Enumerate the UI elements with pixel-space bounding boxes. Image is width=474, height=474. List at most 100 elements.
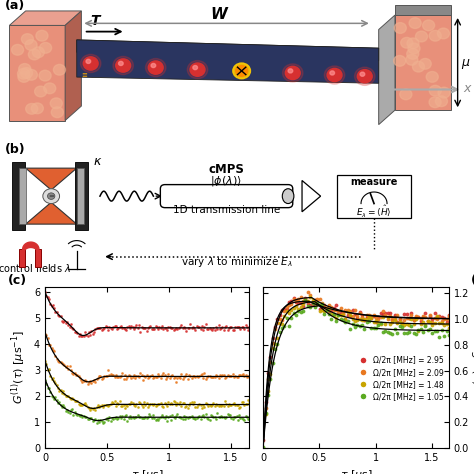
Circle shape xyxy=(86,59,91,64)
Circle shape xyxy=(412,61,425,72)
Polygon shape xyxy=(395,5,451,15)
Text: 1D transmission line: 1D transmission line xyxy=(173,205,280,215)
Text: μ: μ xyxy=(461,56,469,69)
Circle shape xyxy=(422,20,435,31)
Circle shape xyxy=(408,43,420,54)
Circle shape xyxy=(11,45,24,55)
FancyBboxPatch shape xyxy=(18,168,26,224)
Circle shape xyxy=(39,43,52,53)
Circle shape xyxy=(187,61,208,79)
Text: =: = xyxy=(48,193,54,199)
Circle shape xyxy=(426,72,438,82)
Text: x: x xyxy=(464,82,471,95)
Text: ≡: ≡ xyxy=(82,72,88,78)
Y-axis label: $g^{(2)}(\tau)$: $g^{(2)}(\tau)$ xyxy=(467,350,474,385)
Legend: Ω/2π [MHz] = 2.95, Ω/2π [MHz] = 2.09, Ω/2π [MHz] = 1.48, Ω/2π [MHz] = 1.05: Ω/2π [MHz] = 2.95, Ω/2π [MHz] = 2.09, Ω/… xyxy=(353,353,447,404)
Circle shape xyxy=(236,65,248,76)
Circle shape xyxy=(31,103,43,114)
Circle shape xyxy=(407,48,419,59)
FancyBboxPatch shape xyxy=(160,184,293,208)
Polygon shape xyxy=(65,11,82,120)
Circle shape xyxy=(83,57,98,70)
Circle shape xyxy=(407,38,419,49)
Circle shape xyxy=(415,31,428,42)
Circle shape xyxy=(429,85,441,96)
Circle shape xyxy=(28,49,40,60)
Circle shape xyxy=(355,67,375,85)
Circle shape xyxy=(44,83,56,94)
Polygon shape xyxy=(77,40,379,61)
Circle shape xyxy=(357,70,372,83)
Circle shape xyxy=(25,70,37,80)
Circle shape xyxy=(148,61,163,74)
Circle shape xyxy=(81,55,101,73)
Circle shape xyxy=(20,68,33,78)
Text: cMPS: cMPS xyxy=(209,164,244,176)
Circle shape xyxy=(400,89,412,100)
Text: $\kappa$: $\kappa$ xyxy=(93,155,102,168)
Circle shape xyxy=(39,70,51,81)
Circle shape xyxy=(429,97,441,108)
FancyBboxPatch shape xyxy=(75,163,88,230)
Polygon shape xyxy=(9,11,82,26)
Circle shape xyxy=(51,107,64,118)
Text: W: W xyxy=(210,7,227,22)
Circle shape xyxy=(21,34,34,45)
Circle shape xyxy=(32,47,45,58)
Circle shape xyxy=(18,68,29,79)
Circle shape xyxy=(26,103,38,114)
Circle shape xyxy=(401,37,413,48)
Circle shape xyxy=(233,63,250,79)
Text: (a): (a) xyxy=(5,0,25,12)
Circle shape xyxy=(438,28,449,39)
X-axis label: $\tau$ [$\mu$s]: $\tau$ [$\mu$s] xyxy=(131,468,164,474)
Circle shape xyxy=(47,193,55,200)
Text: measure: measure xyxy=(350,177,398,187)
Circle shape xyxy=(285,66,300,80)
Text: control fields $\lambda$: control fields $\lambda$ xyxy=(0,262,72,274)
FancyBboxPatch shape xyxy=(77,168,84,224)
Ellipse shape xyxy=(283,189,294,203)
Circle shape xyxy=(406,55,418,65)
Circle shape xyxy=(50,98,62,109)
Circle shape xyxy=(113,56,133,74)
Circle shape xyxy=(118,61,123,65)
FancyBboxPatch shape xyxy=(36,249,41,267)
Text: $|\phi(\lambda)\rangle$: $|\phi(\lambda)\rangle$ xyxy=(210,174,242,188)
Circle shape xyxy=(18,72,30,82)
Polygon shape xyxy=(26,168,77,224)
Text: ⚡: ⚡ xyxy=(43,247,50,257)
Text: vary $\lambda$ to minimize $E_{\lambda}$: vary $\lambda$ to minimize $E_{\lambda}$ xyxy=(181,255,293,269)
Circle shape xyxy=(436,96,447,107)
Circle shape xyxy=(54,64,65,75)
Text: (c): (c) xyxy=(8,273,27,287)
Polygon shape xyxy=(379,15,395,125)
Circle shape xyxy=(419,58,431,69)
Circle shape xyxy=(324,66,345,84)
Circle shape xyxy=(330,71,335,75)
Y-axis label: $G^{(1)}(\tau)$ [$\mu$s$^{-1}$]: $G^{(1)}(\tau)$ [$\mu$s$^{-1}$] xyxy=(10,330,28,404)
Polygon shape xyxy=(9,26,65,120)
Circle shape xyxy=(429,30,441,41)
Circle shape xyxy=(190,63,205,76)
X-axis label: $\tau$ [$\mu$s]: $\tau$ [$\mu$s] xyxy=(339,468,373,474)
Circle shape xyxy=(35,86,46,97)
Circle shape xyxy=(151,64,155,68)
Text: $E_{\lambda}=\langle\hat{H}\rangle$: $E_{\lambda}=\langle\hat{H}\rangle$ xyxy=(356,203,392,219)
Circle shape xyxy=(36,30,48,41)
Circle shape xyxy=(116,59,131,72)
Circle shape xyxy=(193,65,198,70)
Text: (b): (b) xyxy=(5,143,26,156)
Circle shape xyxy=(146,58,166,77)
Circle shape xyxy=(394,23,406,33)
Circle shape xyxy=(360,72,365,76)
Polygon shape xyxy=(77,40,379,83)
Circle shape xyxy=(409,18,421,28)
FancyBboxPatch shape xyxy=(12,163,25,230)
FancyBboxPatch shape xyxy=(337,175,411,218)
Circle shape xyxy=(327,68,342,82)
FancyBboxPatch shape xyxy=(19,249,25,267)
Text: (d): (d) xyxy=(471,273,474,287)
Polygon shape xyxy=(395,15,451,110)
Circle shape xyxy=(288,69,293,73)
